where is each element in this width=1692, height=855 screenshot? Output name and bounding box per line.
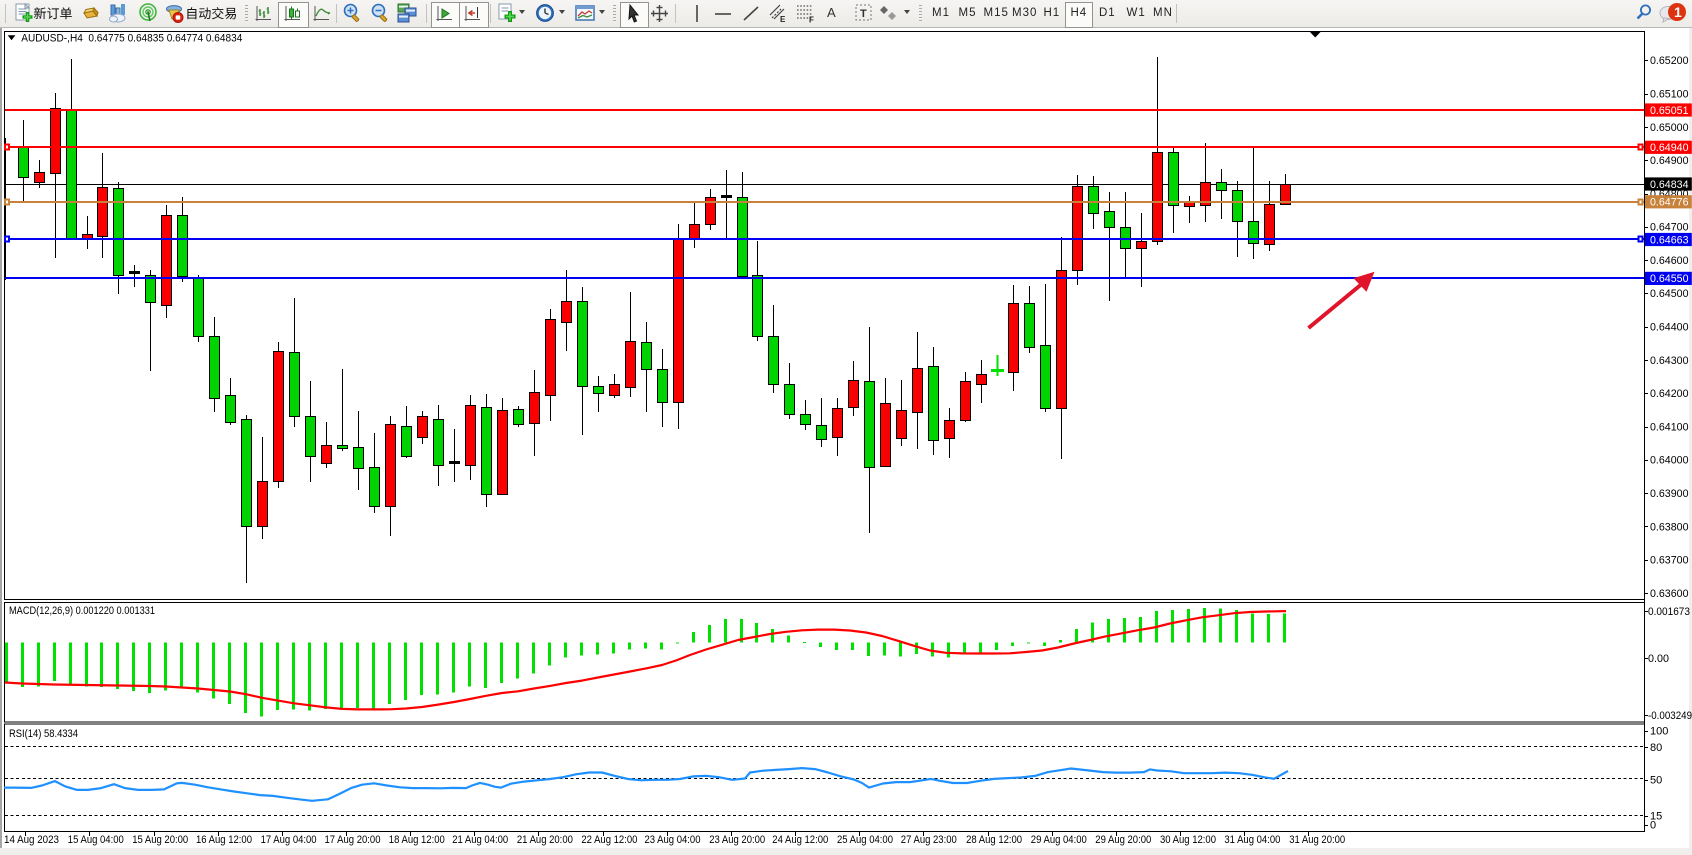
svg-text:31 Aug 04:00: 31 Aug 04:00 (1224, 834, 1280, 846)
svg-text:27 Aug 23:00: 27 Aug 23:00 (901, 834, 957, 846)
svg-text:0.64940: 0.64940 (1650, 142, 1689, 154)
svg-text:23 Aug 04:00: 23 Aug 04:00 (645, 834, 701, 846)
svg-text:1: 1 (1674, 4, 1682, 20)
svg-text:0.001673: 0.001673 (1648, 606, 1690, 618)
svg-text:0.64500: 0.64500 (1650, 288, 1689, 300)
svg-text:15 Aug 04:00: 15 Aug 04:00 (68, 834, 124, 846)
svg-text:0.00: 0.00 (1648, 653, 1669, 665)
svg-text:0.63800: 0.63800 (1650, 521, 1689, 533)
svg-text:17 Aug 20:00: 17 Aug 20:00 (325, 834, 381, 846)
svg-text:0.65200: 0.65200 (1650, 55, 1689, 67)
svg-text:0.64550: 0.64550 (1650, 273, 1689, 285)
svg-text:15 Aug 20:00: 15 Aug 20:00 (132, 834, 188, 846)
svg-text:0.64700: 0.64700 (1650, 222, 1689, 234)
svg-text:21 Aug 04:00: 21 Aug 04:00 (452, 834, 508, 846)
svg-text:0.64300: 0.64300 (1650, 355, 1689, 367)
svg-text:F: F (809, 16, 814, 24)
svg-text:50: 50 (1650, 774, 1662, 786)
svg-text:0.65100: 0.65100 (1650, 89, 1689, 101)
svg-text:28 Aug 12:00: 28 Aug 12:00 (966, 834, 1022, 846)
svg-text:0.64600: 0.64600 (1650, 255, 1689, 267)
svg-text:29 Aug 20:00: 29 Aug 20:00 (1095, 834, 1151, 846)
svg-text:23 Aug 20:00: 23 Aug 20:00 (709, 834, 765, 846)
svg-text:22 Aug 12:00: 22 Aug 12:00 (581, 834, 637, 846)
svg-text:-0.003249: -0.003249 (1648, 710, 1692, 722)
svg-text:30 Aug 12:00: 30 Aug 12:00 (1160, 834, 1216, 846)
svg-text:0.64900: 0.64900 (1650, 155, 1689, 167)
svg-text:100: 100 (1650, 725, 1668, 737)
svg-text:0.64834: 0.64834 (1650, 179, 1689, 191)
svg-text:0.64400: 0.64400 (1650, 322, 1689, 334)
svg-text:0.64776: 0.64776 (1650, 197, 1689, 209)
svg-text:14 Aug 2023: 14 Aug 2023 (4, 834, 59, 846)
svg-text:0.64000: 0.64000 (1650, 455, 1689, 467)
svg-text:E: E (780, 15, 786, 23)
svg-text:0.63600: 0.63600 (1650, 588, 1689, 600)
svg-text:0.63900: 0.63900 (1650, 488, 1689, 500)
svg-text:0.65051: 0.65051 (1650, 105, 1689, 117)
svg-text:0.63700: 0.63700 (1650, 555, 1689, 567)
svg-text:0.64663: 0.64663 (1650, 234, 1689, 246)
svg-text:MACD(12,26,9) 0.001220 0.00133: MACD(12,26,9) 0.001220 0.001331 (9, 605, 155, 617)
svg-text:18 Aug 12:00: 18 Aug 12:00 (389, 834, 445, 846)
svg-text:31 Aug 20:00: 31 Aug 20:00 (1289, 834, 1345, 846)
svg-text:AUDUSD-,H4 0.64775 0.64835 0.: AUDUSD-,H4 0.64775 0.64835 0.64774 0.648… (21, 32, 242, 44)
svg-text:0.65000: 0.65000 (1650, 122, 1689, 134)
svg-text:80: 80 (1650, 742, 1662, 754)
svg-text:25 Aug 04:00: 25 Aug 04:00 (837, 834, 893, 846)
svg-text:16 Aug 12:00: 16 Aug 12:00 (196, 834, 252, 846)
svg-text:17 Aug 04:00: 17 Aug 04:00 (261, 834, 317, 846)
svg-text:T: T (860, 8, 867, 20)
svg-text:0.64100: 0.64100 (1650, 421, 1689, 433)
svg-text:0: 0 (1650, 819, 1656, 831)
svg-text:0.64200: 0.64200 (1650, 388, 1689, 400)
svg-text:21 Aug 20:00: 21 Aug 20:00 (517, 834, 573, 846)
svg-text:RSI(14) 58.4334: RSI(14) 58.4334 (9, 728, 78, 740)
svg-text:24 Aug 12:00: 24 Aug 12:00 (772, 834, 828, 846)
svg-text:29 Aug 04:00: 29 Aug 04:00 (1031, 834, 1087, 846)
svg-text:15: 15 (1650, 811, 1662, 823)
